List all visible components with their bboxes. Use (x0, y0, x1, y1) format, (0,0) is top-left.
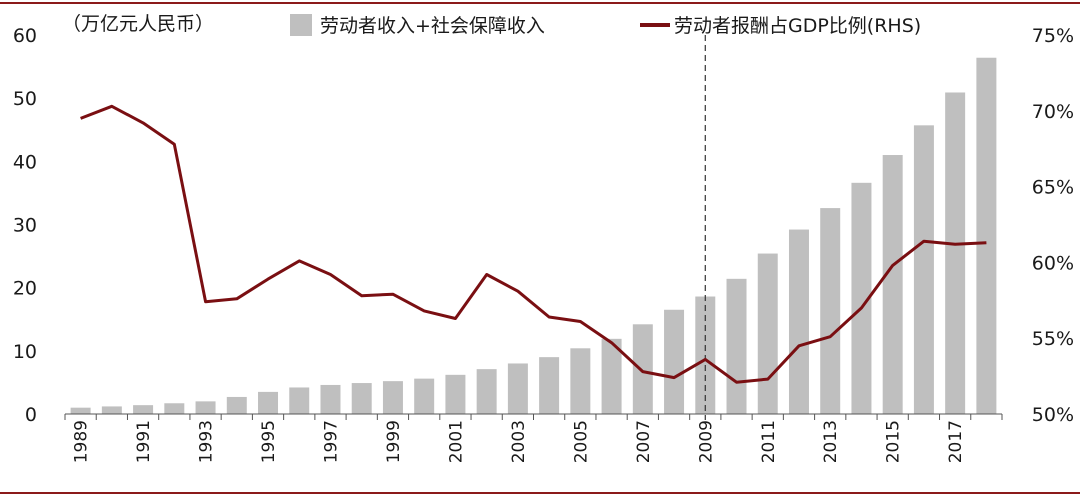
right-tick-label: 70% (1032, 101, 1074, 123)
right-tick-label: 55% (1032, 328, 1074, 350)
bar-2018 (976, 57, 997, 415)
bar-1995 (258, 391, 279, 414)
x-tick-label: 2011 (759, 420, 779, 463)
left-tick-label: 50 (13, 88, 37, 110)
legend-bar-swatch (290, 14, 312, 36)
bar-2000 (414, 378, 435, 414)
x-tick-label: 1995 (259, 420, 279, 463)
bar-1994 (226, 396, 247, 414)
bar-1998 (351, 383, 372, 414)
left-axis-unit-label: （万亿元人民币） (62, 13, 214, 35)
bar-series (70, 57, 997, 415)
bar-2006 (601, 338, 622, 414)
x-tick-label: 2015 (884, 420, 904, 463)
bar-2005 (570, 348, 591, 414)
bar-1993 (195, 401, 216, 414)
x-tick-label: 2001 (446, 420, 466, 463)
right-tick-label: 65% (1032, 177, 1074, 199)
x-tick-label: 1997 (321, 420, 341, 463)
right-tick-label: 60% (1032, 252, 1074, 274)
bar-2013 (820, 208, 841, 414)
bar-2017 (945, 92, 966, 415)
bar-2004 (539, 357, 560, 414)
x-tick-label: 1993 (197, 420, 217, 463)
x-tick-label: 2013 (821, 420, 841, 463)
left-tick-label: 10 (13, 341, 37, 363)
bar-2002 (476, 369, 497, 414)
bar-2008 (664, 309, 685, 414)
x-tick-label: 1999 (384, 420, 404, 463)
x-tick-label: 2007 (634, 420, 654, 463)
left-tick-label: 30 (13, 215, 37, 237)
left-tick-label: 0 (25, 404, 37, 426)
bar-1999 (382, 381, 403, 414)
x-tick-label: 2009 (696, 420, 716, 463)
bar-2016 (913, 125, 934, 414)
bar-1996 (289, 387, 310, 414)
bar-2011 (757, 253, 778, 414)
ratio-line-path (80, 104, 987, 384)
bar-2012 (788, 229, 809, 414)
bar-1991 (133, 405, 154, 414)
bar-2001 (445, 374, 466, 414)
bar-2007 (632, 324, 653, 414)
legend-line-label: 劳动者报酬占GDP比例(RHS) (674, 15, 921, 37)
legend: 劳动者收入+社会保障收入 劳动者报酬占GDP比例(RHS) (290, 14, 921, 37)
right-axis-ticks: 50% 55% 60% 65% 70% 75% (1032, 25, 1074, 426)
bar-2003 (507, 363, 528, 414)
x-tick-label: 2005 (571, 420, 591, 463)
bar-1990 (101, 406, 122, 414)
right-tick-label: 75% (1032, 25, 1074, 47)
x-tick-label: 2003 (509, 420, 529, 463)
x-tick-label: 1991 (134, 420, 154, 463)
bar-1992 (164, 403, 185, 414)
left-axis-ticks: 0 10 20 30 40 50 60 (13, 25, 37, 426)
left-tick-label: 40 (13, 151, 37, 173)
bar-2014 (851, 182, 872, 414)
x-tick-label: 1989 (72, 420, 92, 463)
left-tick-label: 20 (13, 278, 37, 300)
left-tick-label: 60 (13, 25, 37, 47)
bar-2015 (882, 155, 903, 414)
x-tick-label: 2017 (946, 420, 966, 463)
right-tick-label: 50% (1032, 404, 1074, 426)
bar-1997 (320, 384, 341, 414)
legend-bar-label: 劳动者收入+社会保障收入 (320, 15, 545, 37)
x-axis-ticks: 1989 1991 1993 1995 1997 1999 2001 2003 2005 2007… (64, 414, 1003, 463)
bar-1989 (70, 407, 91, 414)
bar-2010 (726, 278, 747, 414)
